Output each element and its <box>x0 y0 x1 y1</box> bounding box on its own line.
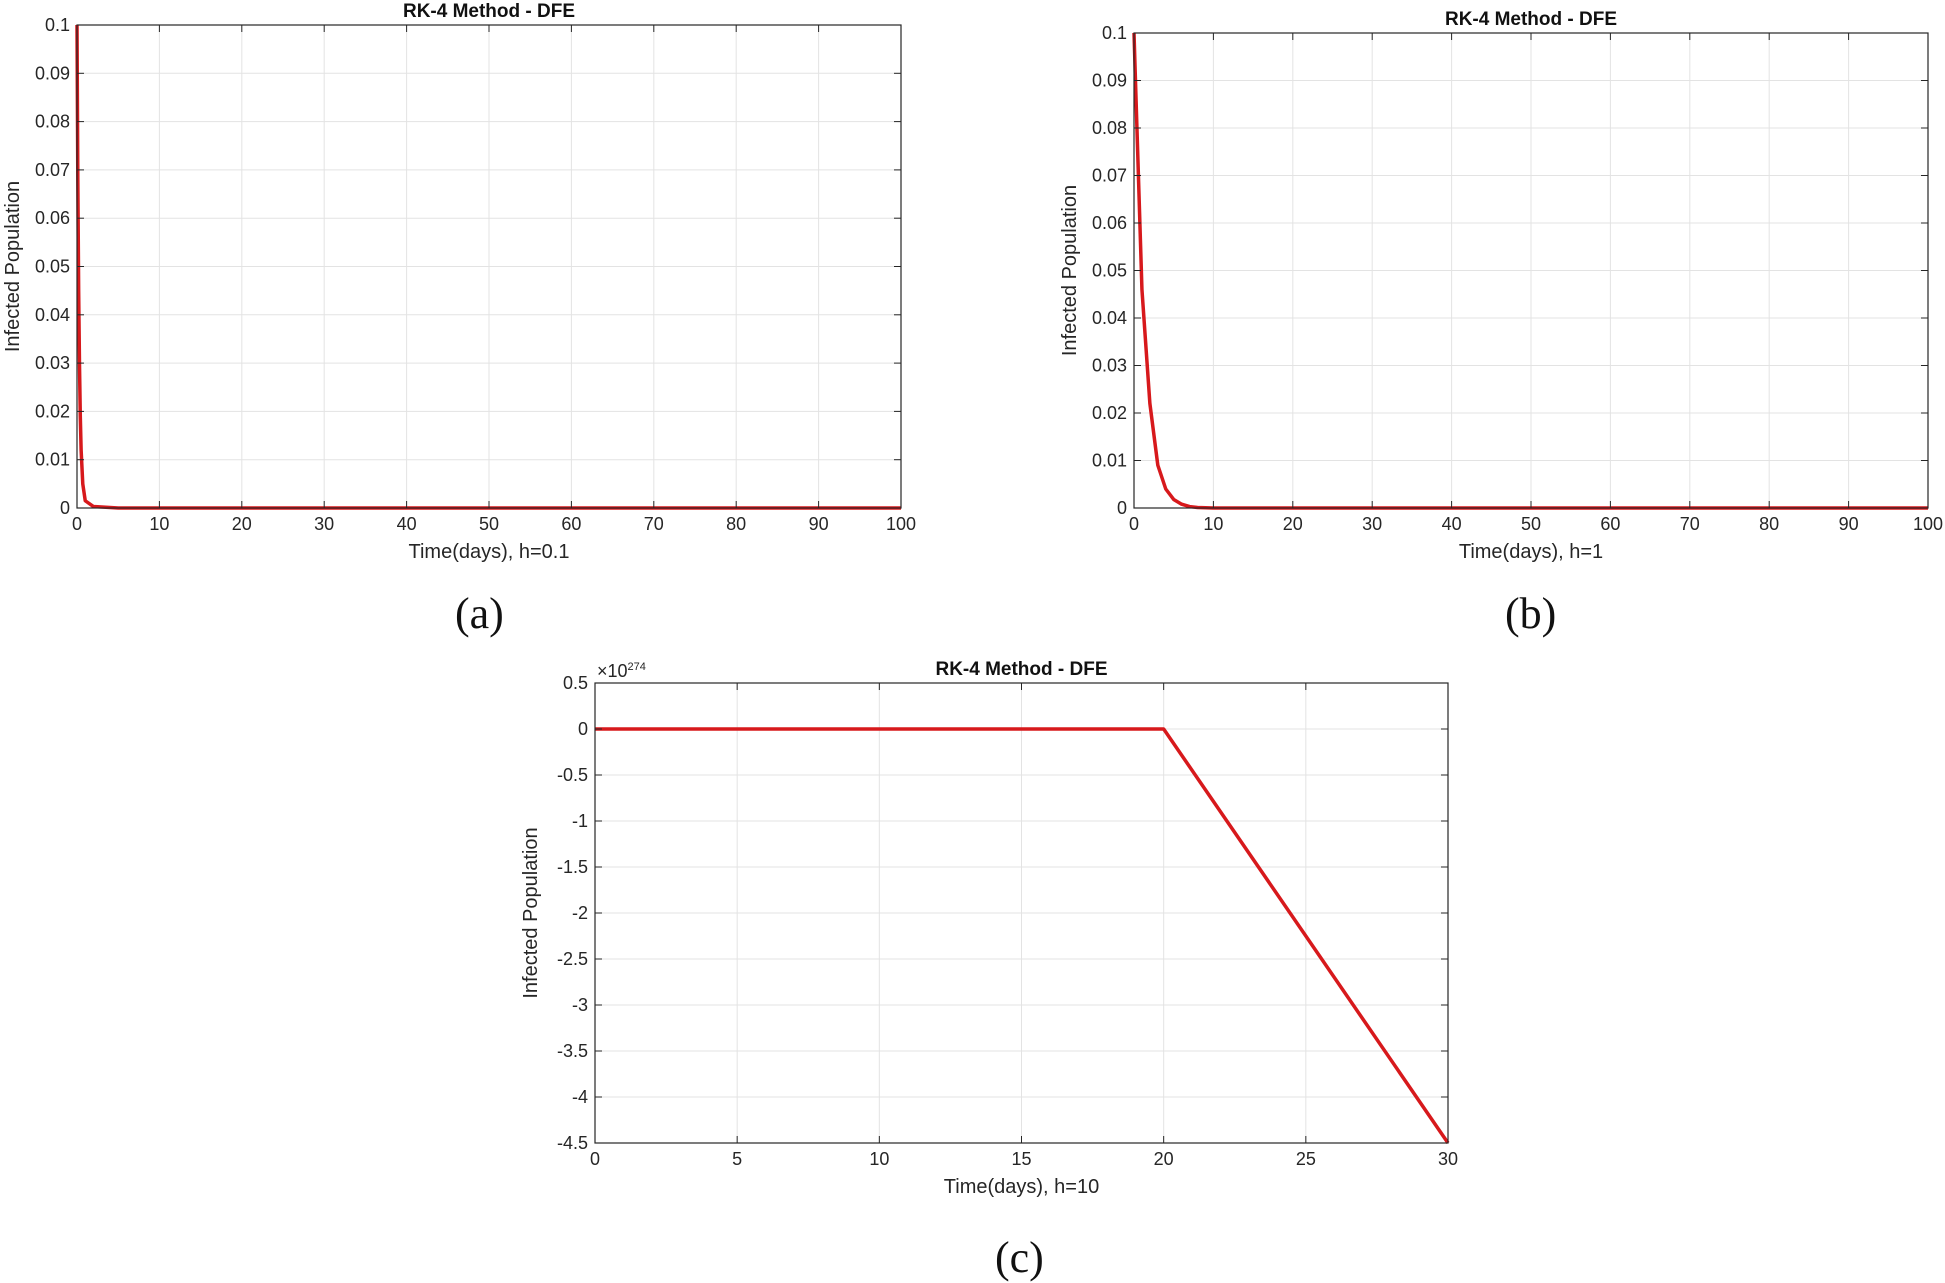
x-tick-label: 40 <box>1442 514 1462 534</box>
chart-title: RK-4 Method - DFE <box>403 1 575 22</box>
x-tick-label: 90 <box>809 514 829 534</box>
y-tick-label: 0.08 <box>35 112 70 132</box>
chart-title: RK-4 Method - DFE <box>1445 9 1617 30</box>
y-tick-label: 0 <box>578 719 588 739</box>
y-tick-label: 0.1 <box>1102 23 1127 43</box>
y-tick-label: 0.02 <box>35 401 70 421</box>
chart-title: RK-4 Method - DFE <box>935 659 1107 680</box>
x-tick-label: 50 <box>479 514 499 534</box>
x-tick-label: 0 <box>590 1149 600 1169</box>
x-tick-label: 25 <box>1296 1149 1316 1169</box>
y-tick-label: -4 <box>572 1087 588 1107</box>
x-tick-label: 30 <box>314 514 334 534</box>
y-tick-label: 0.03 <box>1092 356 1127 376</box>
y-tick-label: -4.5 <box>557 1133 588 1153</box>
y-tick-label: 0.05 <box>35 257 70 277</box>
series-line <box>75 24 901 510</box>
y-axis-label: Infected Population <box>2 181 24 352</box>
y-tick-label: 0.07 <box>35 160 70 180</box>
x-tick-label: 0 <box>1129 514 1139 534</box>
panel-label-a: (a) <box>455 589 504 638</box>
panel-label-c: (c) <box>995 1233 1044 1282</box>
y-tick-label: 0.06 <box>1092 213 1127 233</box>
y-axis-label: Infected Population <box>520 827 542 998</box>
chart-a: 0 10 20 30 40 50 60 70 80 90 100 0 0.01 0.02 0.03 0.04 0… <box>2 1 916 563</box>
y-tick-label: -3.5 <box>557 1041 588 1061</box>
x-tick-label: 100 <box>886 514 916 534</box>
x-tick-label: 20 <box>1283 514 1303 534</box>
x-axis-label: Time(days), h=1 <box>1459 541 1603 563</box>
x-axis-label: Time(days), h=0.1 <box>409 541 570 563</box>
y-tick-label: 0.05 <box>1092 261 1127 281</box>
x-tick-label: 70 <box>1680 514 1700 534</box>
y-tick-label: 0.04 <box>35 305 70 325</box>
y-tick-label: 0 <box>1117 498 1127 518</box>
y-tick-label: -1.5 <box>557 857 588 877</box>
y-tick-label: 0.5 <box>563 673 588 693</box>
y-tick-label: -1 <box>572 811 588 831</box>
series-line <box>595 727 1450 1144</box>
y-tick-label: 0.08 <box>1092 118 1127 138</box>
panel-label-b: (b) <box>1505 589 1557 638</box>
x-tick-label: 80 <box>1759 514 1779 534</box>
x-tick-label: 30 <box>1362 514 1382 534</box>
y-axis-label: Infected Population <box>1059 185 1081 356</box>
y-tick-label: 0.1 <box>45 15 70 35</box>
y-tick-label: 0.07 <box>1092 166 1127 186</box>
y-tick-label: 0 <box>60 498 70 518</box>
x-tick-label: 20 <box>1154 1149 1174 1169</box>
y-tick-label: 0.06 <box>35 208 70 228</box>
y-exponent-label: ×10274 <box>597 661 646 681</box>
x-tick-label: 40 <box>397 514 417 534</box>
x-tick-label: 80 <box>726 514 746 534</box>
x-tick-label: 70 <box>644 514 664 534</box>
x-tick-label: 15 <box>1011 1149 1031 1169</box>
x-tick-label: 0 <box>72 514 82 534</box>
x-tick-label: 20 <box>232 514 252 534</box>
y-tick-label: 0.09 <box>1092 71 1127 91</box>
chart-c: 0 5 10 15 20 25 30 -4.5 -4 -3.5 -3 -2.5 -2 -1.5 -1 -0.5… <box>520 659 1458 1198</box>
y-tick-label: -0.5 <box>557 765 588 785</box>
y-tick-label: 0.01 <box>1092 451 1127 471</box>
x-tick-label: 10 <box>869 1149 889 1169</box>
x-axis-label: Time(days), h=10 <box>944 1176 1099 1198</box>
y-tick-label: 0.03 <box>35 353 70 373</box>
x-tick-label: 10 <box>1203 514 1223 534</box>
x-tick-label: 60 <box>1600 514 1620 534</box>
y-tick-label: -2 <box>572 903 588 923</box>
x-tick-label: 50 <box>1521 514 1541 534</box>
y-tick-label: -2.5 <box>557 949 588 969</box>
y-tick-label: 0.01 <box>35 450 70 470</box>
y-tick-label: -3 <box>572 995 588 1015</box>
y-tick-label: 0.09 <box>35 63 70 83</box>
y-exponent-power: 274 <box>628 661 646 673</box>
x-tick-label: 30 <box>1438 1149 1458 1169</box>
x-tick-label: 10 <box>149 514 169 534</box>
chart-b: 0 10 20 30 40 50 60 70 80 90 100 0 0.01 0.02 0.03 0.04 0… <box>1059 9 1943 563</box>
y-tick-label: 0.02 <box>1092 403 1127 423</box>
x-tick-label: 100 <box>1913 514 1943 534</box>
x-tick-label: 90 <box>1839 514 1859 534</box>
x-tick-label: 5 <box>732 1149 742 1169</box>
y-tick-label: 0.04 <box>1092 308 1127 328</box>
x-tick-label: 60 <box>561 514 581 534</box>
